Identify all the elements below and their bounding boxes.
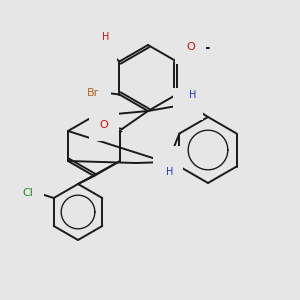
Text: N: N <box>164 157 172 167</box>
Text: O: O <box>100 120 108 130</box>
Text: O: O <box>97 40 106 50</box>
Text: N: N <box>184 99 192 109</box>
Text: O: O <box>186 43 195 52</box>
Text: H: H <box>102 32 109 41</box>
Text: Cl: Cl <box>22 188 33 198</box>
Text: Br: Br <box>87 88 100 98</box>
Text: H: H <box>166 167 174 177</box>
Text: H: H <box>189 90 197 100</box>
